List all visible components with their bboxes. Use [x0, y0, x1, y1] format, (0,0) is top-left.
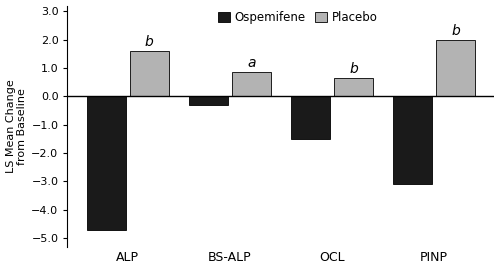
- Text: b: b: [349, 62, 358, 76]
- Bar: [436, 40, 475, 96]
- Bar: [291, 96, 330, 139]
- Bar: [189, 96, 228, 105]
- Bar: [87, 96, 126, 230]
- Text: b: b: [452, 23, 460, 38]
- Y-axis label: LS Mean Change
from Baseline: LS Mean Change from Baseline: [6, 79, 27, 173]
- Bar: [130, 51, 168, 96]
- Legend: Ospemifene, Placebo: Ospemifene, Placebo: [218, 11, 378, 25]
- Bar: [232, 72, 270, 96]
- Text: b: b: [145, 35, 154, 49]
- Bar: [334, 78, 373, 96]
- Bar: [394, 96, 432, 184]
- Text: a: a: [247, 56, 256, 70]
